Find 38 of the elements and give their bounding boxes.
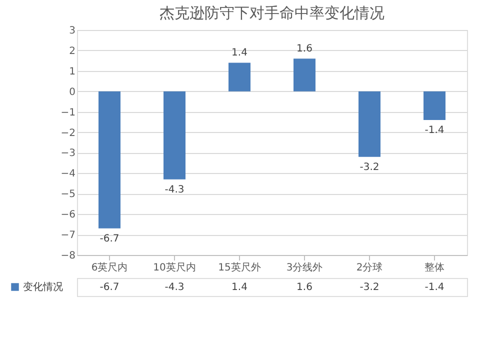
- text: 1.6: [296, 44, 312, 55]
- x-tick-label: 6英尺内: [91, 262, 128, 274]
- y-tick-label: −5: [60, 189, 76, 200]
- legend-label: 变化情况: [23, 281, 63, 293]
- x-tick-label: 15英尺外: [218, 262, 261, 274]
- y-tick-label: 1: [69, 66, 76, 78]
- x-tick-label: 整体: [424, 262, 444, 274]
- y-tick-label: −1: [60, 107, 76, 118]
- x-tick-label: 3分线外: [286, 262, 323, 274]
- y-tick-label: −6: [60, 210, 76, 221]
- bar: [294, 58, 316, 92]
- data-label: -1.4: [424, 282, 444, 293]
- bar: [358, 91, 380, 157]
- y-tick-label: −2: [60, 128, 76, 139]
- text: -4.3: [164, 184, 184, 196]
- y-tick-label: −8: [60, 250, 76, 262]
- x-tick-label: 2分球: [356, 262, 383, 274]
- y-tick-label: −4: [60, 168, 76, 180]
- data-label: -4.3: [164, 282, 184, 293]
- data-label: -6.7: [100, 282, 120, 293]
- text: -3.2: [360, 162, 380, 173]
- text: 1.4: [232, 48, 248, 59]
- bar: [228, 62, 250, 92]
- bar: [98, 91, 120, 228]
- bar: [164, 91, 186, 180]
- y-tick-label: −3: [60, 148, 76, 160]
- y-tick-label: −7: [60, 230, 76, 242]
- data-label: 1.6: [296, 282, 312, 293]
- x-tick-label: 10英尺内: [153, 262, 196, 274]
- data-label: -3.2: [360, 282, 380, 293]
- y-tick-label: 3: [69, 26, 76, 36]
- y-tick-label: 2: [69, 46, 76, 57]
- bar: [424, 91, 446, 120]
- y-tick-label: 0: [69, 86, 76, 98]
- chart-title: 杰克逊防守下对手命中率变化情况: [160, 4, 384, 22]
- data-label: 1.4: [232, 282, 248, 293]
- text: -6.7: [100, 233, 120, 244]
- text: -1.4: [424, 125, 444, 136]
